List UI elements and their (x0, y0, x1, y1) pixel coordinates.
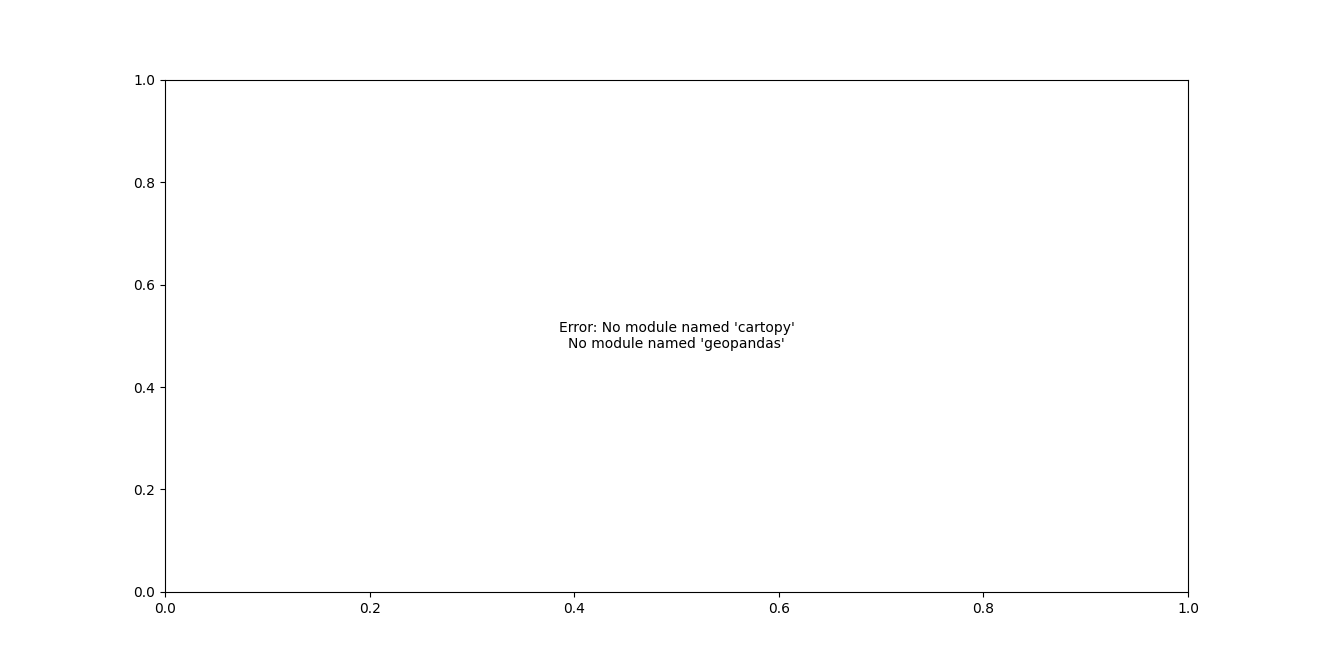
Text: Error: No module named 'cartopy'
No module named 'geopandas': Error: No module named 'cartopy' No modu… (558, 321, 795, 351)
